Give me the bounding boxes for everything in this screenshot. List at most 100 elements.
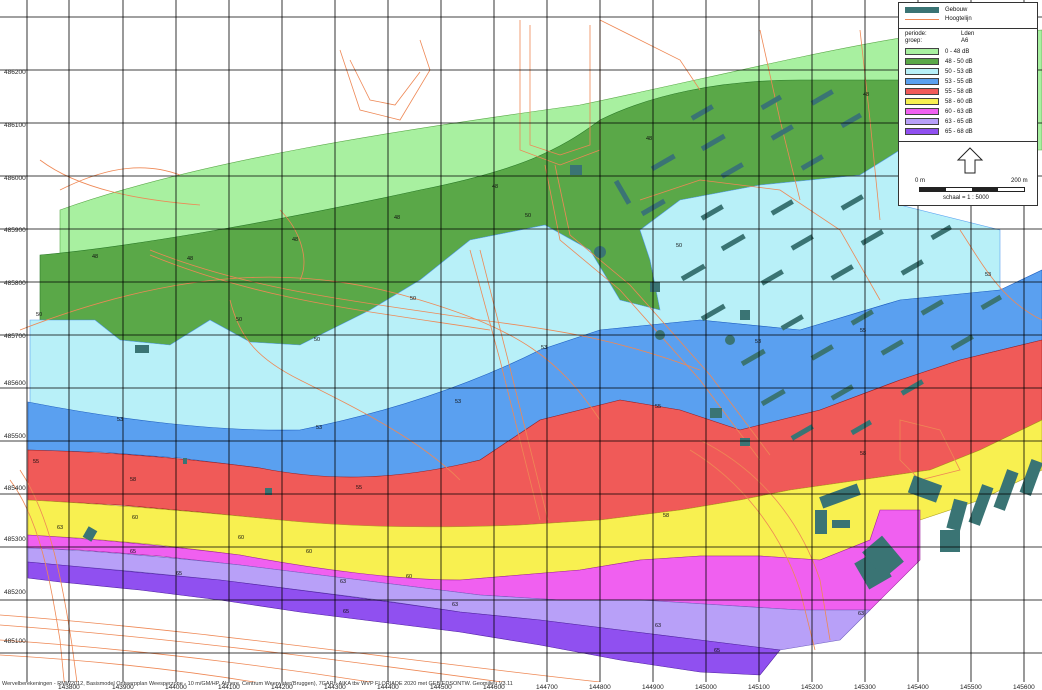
contour-label: 53 bbox=[316, 425, 322, 431]
y-tick: 485600 bbox=[4, 380, 26, 387]
contour-label: 48 bbox=[492, 184, 498, 190]
class-label: 53 - 55 dB bbox=[945, 78, 973, 85]
map-footer: Wervelberekeningen - RMW2012, Basismodel… bbox=[2, 681, 513, 687]
height-lines bbox=[0, 19, 1042, 682]
contour-label: 53 bbox=[985, 272, 991, 278]
north-arrow-icon bbox=[956, 147, 984, 174]
zone-65-68 bbox=[27, 561, 781, 676]
legend-label: Gebouw bbox=[945, 7, 968, 13]
contour-label: 50 bbox=[410, 296, 416, 302]
contour-label: 63 bbox=[340, 579, 346, 585]
y-tick: 485900 bbox=[4, 227, 26, 234]
x-tick: 145400 bbox=[907, 684, 929, 690]
legend-label: Hoogtelijn bbox=[945, 16, 972, 22]
x-tick: 144800 bbox=[589, 684, 611, 690]
x-tick: 144700 bbox=[536, 684, 558, 690]
x-tick: 144300 bbox=[324, 684, 346, 690]
legend-class: 58 - 60 dB bbox=[905, 98, 973, 105]
x-tick: 144900 bbox=[642, 684, 664, 690]
contour-label: 65 bbox=[176, 571, 182, 577]
contour-label: 50 bbox=[676, 243, 682, 249]
scale-ratio-label: schaal = 1 : 5000 bbox=[943, 195, 989, 201]
y-tick: 485400 bbox=[4, 485, 26, 492]
contour-label: 58 bbox=[860, 451, 866, 457]
class-swatch bbox=[905, 78, 939, 85]
contour-label: 58 bbox=[663, 513, 669, 519]
y-tick: 485200 bbox=[4, 589, 26, 596]
x-tick: 143800 bbox=[58, 684, 80, 690]
contour-label: 53 bbox=[455, 399, 461, 405]
legend-item-height-line: Hoogtelijn bbox=[905, 16, 972, 22]
contour-label: 48 bbox=[646, 136, 652, 142]
contour-label: 60 bbox=[132, 515, 138, 521]
legend-divider bbox=[899, 28, 1037, 29]
contour-label: 48 bbox=[394, 215, 400, 221]
y-tick: 486000 bbox=[4, 175, 26, 182]
contour-label: 50 bbox=[36, 312, 42, 318]
class-label: 65 - 68 dB bbox=[945, 128, 973, 135]
y-tick: 485100 bbox=[4, 638, 26, 645]
legend-class: 60 - 63 dB bbox=[905, 108, 973, 115]
buildings bbox=[82, 89, 1042, 590]
contour-label: 55 bbox=[356, 485, 362, 491]
scale-end-label: 200 m bbox=[1011, 178, 1028, 184]
legend-divider bbox=[899, 141, 1037, 142]
contour-label: 55 bbox=[33, 459, 39, 465]
class-label: 0 - 48 dB bbox=[945, 48, 970, 55]
class-swatch bbox=[905, 108, 939, 115]
x-tick: 145500 bbox=[960, 684, 982, 690]
contour-label: 53 bbox=[755, 339, 761, 345]
contour-label: 63 bbox=[655, 623, 661, 629]
contour-label: 55 bbox=[860, 328, 866, 334]
class-swatch bbox=[905, 118, 939, 125]
class-label: 60 - 63 dB bbox=[945, 108, 973, 115]
legend-class: 63 - 65 dB bbox=[905, 118, 973, 125]
x-tick: 144400 bbox=[377, 684, 399, 690]
contour-label: 55 bbox=[655, 404, 661, 410]
groep-value: A6 bbox=[961, 38, 969, 44]
y-tick: 486100 bbox=[4, 122, 26, 129]
map-legend: Gebouw Hoogtelijn periode: Lden groep: A… bbox=[898, 2, 1038, 206]
class-swatch bbox=[905, 88, 939, 95]
contour-label: 65 bbox=[130, 549, 136, 555]
height-line-swatch bbox=[905, 18, 939, 20]
class-label: 63 - 65 dB bbox=[945, 118, 973, 125]
contour-label: 63 bbox=[452, 602, 458, 608]
legend-class: 55 - 58 dB bbox=[905, 88, 973, 95]
class-label: 48 - 50 dB bbox=[945, 58, 973, 65]
groep-label: groep: bbox=[905, 38, 923, 44]
contour-label: 50 bbox=[525, 213, 531, 219]
x-tick: 145000 bbox=[695, 684, 717, 690]
building-swatch bbox=[905, 7, 939, 13]
periode-label: periode: bbox=[905, 31, 927, 37]
x-tick: 145600 bbox=[1013, 684, 1035, 690]
periode-value: Lden bbox=[961, 31, 975, 37]
y-tick: 486200 bbox=[4, 69, 26, 76]
x-tick: 144200 bbox=[271, 684, 293, 690]
class-label: 50 - 53 dB bbox=[945, 68, 973, 75]
scale-start-label: 0 m bbox=[915, 178, 926, 184]
y-tick: 485800 bbox=[4, 280, 26, 287]
class-label: 58 - 60 dB bbox=[945, 98, 973, 105]
legend-class: 65 - 68 dB bbox=[905, 128, 973, 135]
x-tick: 144600 bbox=[483, 684, 505, 690]
scale-bar bbox=[919, 187, 1025, 192]
y-tick: 485500 bbox=[4, 433, 26, 440]
class-swatch bbox=[905, 98, 939, 105]
contour-label: 53 bbox=[541, 345, 547, 351]
x-tick: 145300 bbox=[854, 684, 876, 690]
class-label: 55 - 58 dB bbox=[945, 88, 973, 95]
y-tick: 485700 bbox=[4, 333, 26, 340]
legend-class: 0 - 48 dB bbox=[905, 48, 969, 55]
class-swatch bbox=[905, 48, 939, 55]
x-tick: 145100 bbox=[748, 684, 770, 690]
contour-label: 53 bbox=[117, 417, 123, 423]
contour-label: 48 bbox=[863, 92, 869, 98]
legend-class: 53 - 55 dB bbox=[905, 78, 973, 85]
class-swatch bbox=[905, 58, 939, 65]
contour-label: 63 bbox=[57, 525, 63, 531]
contour-label: 58 bbox=[130, 477, 136, 483]
legend-item-building: Gebouw bbox=[905, 7, 967, 13]
y-axis-labels: 486200 486100 486000 485900 485800 48570… bbox=[4, 69, 26, 645]
